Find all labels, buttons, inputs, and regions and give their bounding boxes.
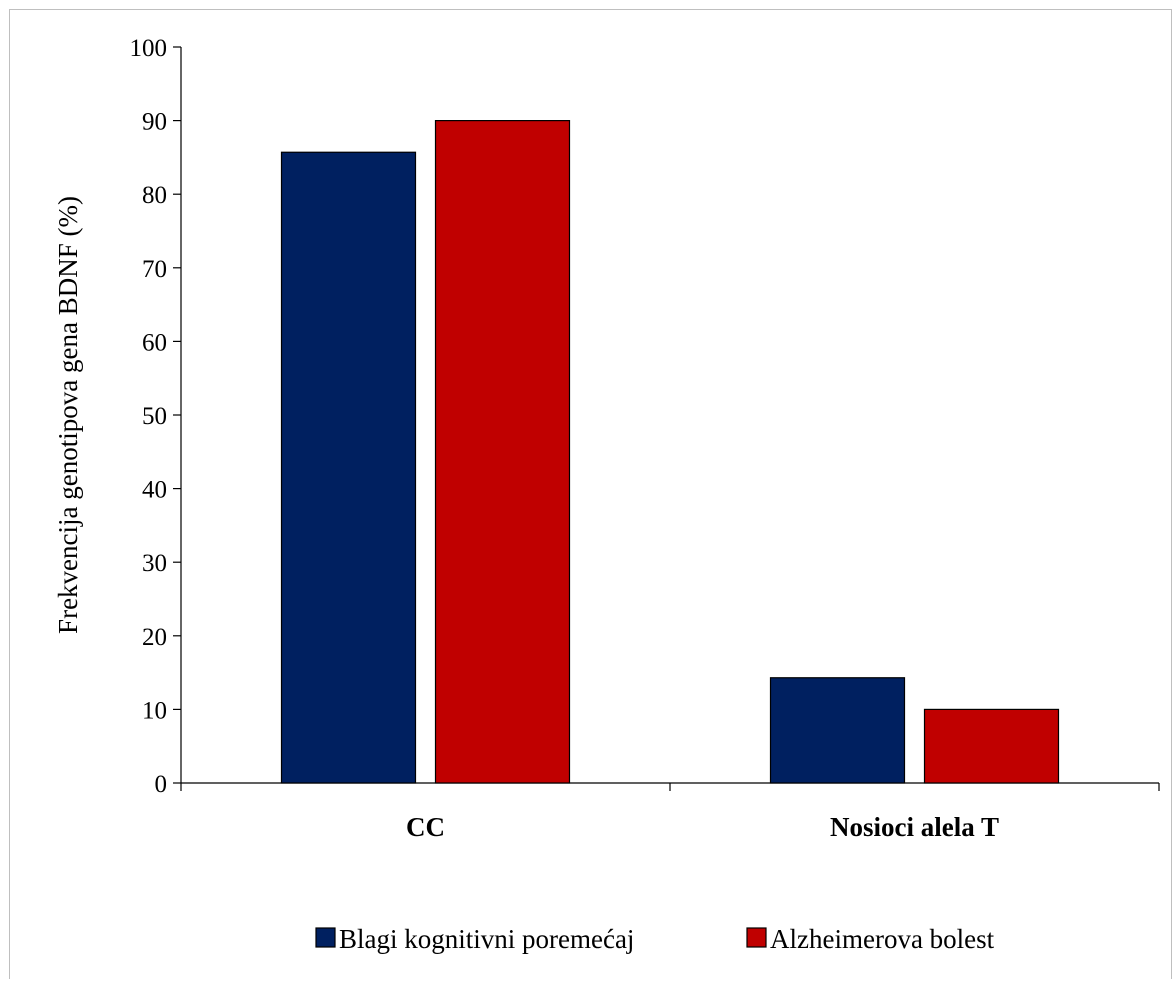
y-tick-label: 10: [142, 697, 167, 724]
x-category-label: CC: [406, 812, 445, 842]
bar-alzheimerova-bolest-nosioci-alela-t: [923, 708, 1060, 784]
y-tick-label: 90: [142, 109, 167, 136]
y-tick-label: 0: [155, 771, 168, 798]
y-tick-label: 50: [142, 403, 167, 430]
bar-alzheimerova-bolest-cc: [434, 119, 571, 784]
y-tick-label: 100: [130, 35, 168, 62]
y-tick-label: 40: [142, 477, 167, 504]
chart-frame: [9, 9, 1172, 979]
y-tick-label: 70: [142, 256, 167, 283]
bar-blagi-kognitivni-poremecaj-cc: [280, 151, 417, 784]
legend-swatch: [315, 927, 336, 948]
legend-swatch: [746, 927, 767, 948]
y-tick-label: 30: [142, 550, 167, 577]
x-axis: CC Nosioci alela T: [180, 782, 1160, 842]
legend-label: Blagi kognitivni poremećaj: [339, 924, 634, 954]
y-tick-label: 80: [142, 182, 167, 209]
y-axis: 0 10 20 30 40 50 60 70 80 90 100: [130, 35, 182, 798]
legend-label: Alzheimerova bolest: [770, 924, 995, 954]
y-tick-label: 60: [142, 329, 167, 356]
bar-blagi-kognitivni-poremecaj-nosioci-alela-t: [769, 677, 906, 784]
x-category-label: Nosioci alela T: [830, 812, 999, 842]
bars: [280, 119, 1060, 784]
legend: Blagi kognitivni poremećaj Alzheimerova b…: [315, 924, 995, 954]
y-tick-label: 20: [142, 624, 167, 651]
y-axis-title: Frekvencija genotipova gena BDNF (%): [53, 196, 83, 634]
